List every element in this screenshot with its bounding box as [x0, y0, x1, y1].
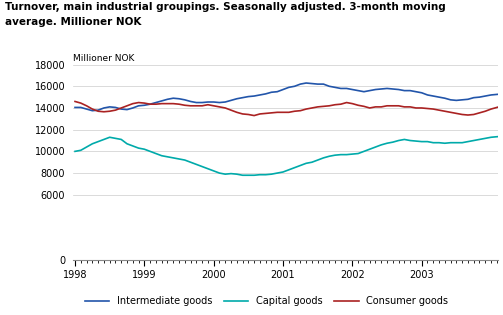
Text: Turnover, main industrial groupings. Seasonally adjusted. 3-month moving: Turnover, main industrial groupings. Sea… — [5, 2, 446, 12]
Legend: Intermediate goods, Capital goods, Consumer goods: Intermediate goods, Capital goods, Consu… — [81, 292, 452, 310]
Text: Millioner NOK: Millioner NOK — [73, 54, 134, 63]
Text: average. Millioner NOK: average. Millioner NOK — [5, 17, 141, 27]
